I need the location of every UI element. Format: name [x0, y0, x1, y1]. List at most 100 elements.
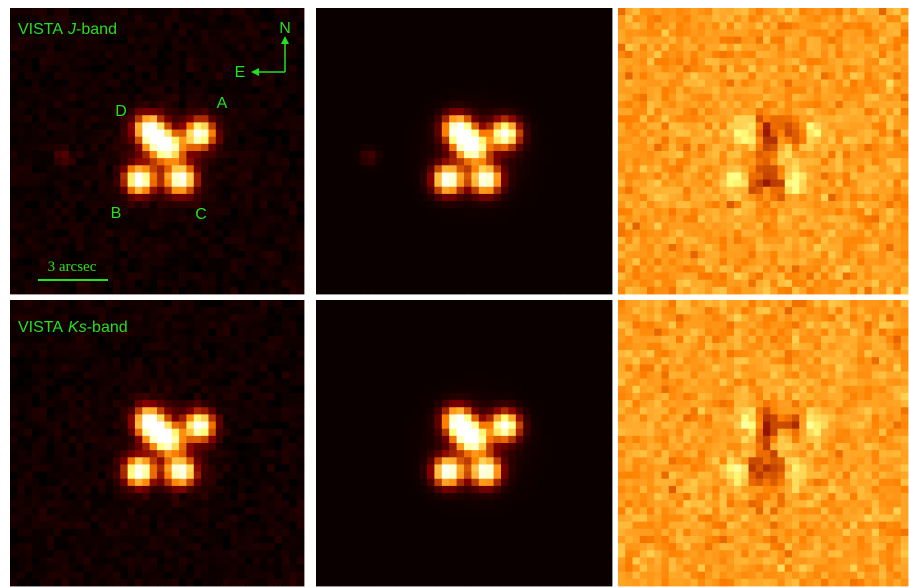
pixel: [545, 273, 553, 281]
pixel: [216, 8, 224, 16]
pixel: [479, 80, 487, 88]
pixel: [346, 273, 354, 281]
pixel: [597, 15, 605, 23]
pixel: [836, 122, 844, 130]
pixel: [720, 151, 728, 159]
pixel: [412, 201, 420, 209]
pixel: [245, 158, 253, 166]
pixel: [405, 287, 413, 295]
pixel: [799, 194, 807, 202]
pixel: [828, 22, 836, 30]
pixel: [457, 37, 465, 45]
pixel: [886, 237, 894, 245]
pixel: [654, 223, 662, 231]
pixel: [501, 237, 509, 245]
pixel: [17, 237, 25, 245]
pixel: [647, 130, 655, 138]
pixel: [712, 215, 720, 223]
pixel: [98, 215, 106, 223]
pixel: [201, 280, 209, 288]
pixel: [289, 137, 297, 145]
pixel: [575, 187, 583, 195]
pixel: [654, 265, 662, 273]
pixel: [128, 265, 136, 273]
pixel: [886, 251, 894, 259]
pixel: [901, 244, 909, 252]
pixel: [720, 44, 728, 52]
pixel: [545, 80, 553, 88]
pixel: [106, 80, 114, 88]
pixel: [705, 201, 713, 209]
pixel: [705, 187, 713, 195]
pixel: [479, 287, 487, 295]
pixel: [770, 201, 778, 209]
pixel: [164, 29, 172, 37]
pixel: [865, 115, 873, 123]
pixel: [397, 208, 405, 216]
pixel: [836, 180, 844, 188]
pixel: [894, 87, 902, 95]
pixel: [625, 51, 633, 59]
pixel: [32, 300, 40, 308]
pixel: [640, 94, 648, 102]
pixel: [297, 230, 305, 238]
pixel: [712, 94, 720, 102]
pixel: [633, 87, 641, 95]
pixel: [32, 307, 40, 315]
pixel: [814, 37, 822, 45]
pixel: [792, 144, 800, 152]
pixel: [179, 251, 187, 259]
pixel: [331, 165, 339, 173]
pixel: [828, 58, 836, 66]
pixel: [712, 287, 720, 295]
pixel: [486, 15, 494, 23]
pixel: [84, 187, 92, 195]
pixel: [106, 58, 114, 66]
pixel: [865, 72, 873, 80]
pixel: [597, 94, 605, 102]
pixel: [538, 8, 546, 16]
pixel: [582, 258, 590, 266]
pixel: [568, 187, 576, 195]
pixel: [654, 115, 662, 123]
pixel: [683, 29, 691, 37]
pixel: [135, 87, 143, 95]
pixel: [821, 172, 829, 180]
pixel: [582, 244, 590, 252]
pixel: [135, 37, 143, 45]
pixel: [605, 122, 613, 130]
pixel: [494, 80, 502, 88]
pixel: [814, 137, 822, 145]
pixel: [231, 108, 239, 116]
pixel: [434, 158, 442, 166]
pixel: [375, 29, 383, 37]
pixel: [106, 172, 114, 180]
pixel: [741, 51, 749, 59]
pixel: [647, 80, 655, 88]
pixel: [647, 51, 655, 59]
pixel: [778, 194, 786, 202]
pixel: [245, 314, 253, 322]
pixel: [597, 87, 605, 95]
pixel: [691, 265, 699, 273]
pixel: [84, 72, 92, 80]
pixel: [412, 273, 420, 281]
pixel: [560, 215, 568, 223]
pixel: [494, 194, 502, 202]
pixel: [47, 80, 55, 88]
pixel: [523, 194, 531, 202]
pixel: [420, 72, 428, 80]
pixel: [828, 144, 836, 152]
pixel: [669, 72, 677, 80]
pixel: [727, 29, 735, 37]
pixel: [669, 208, 677, 216]
pixel: [346, 280, 354, 288]
pixel: [412, 44, 420, 52]
pixel: [449, 8, 457, 16]
pixel: [508, 37, 516, 45]
pixel: [420, 201, 428, 209]
pixel: [807, 51, 815, 59]
pixel: [208, 251, 216, 259]
pixel: [434, 29, 442, 37]
pixel: [597, 273, 605, 281]
